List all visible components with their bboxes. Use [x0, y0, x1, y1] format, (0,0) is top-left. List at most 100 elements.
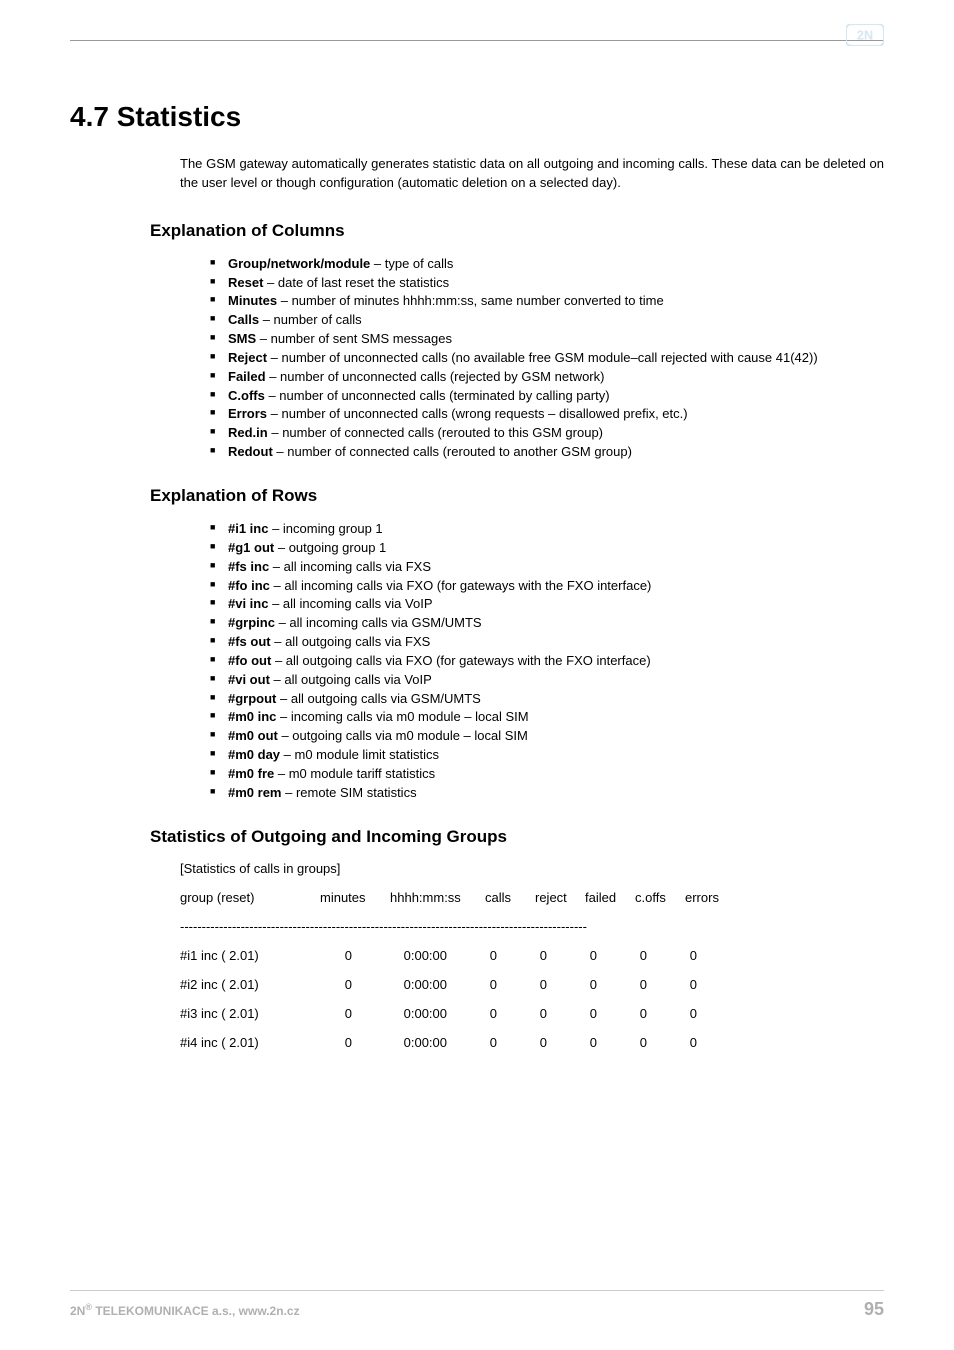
- cell-coffs: 0: [615, 948, 665, 963]
- list-item: #vi inc – all incoming calls via VoIP: [210, 595, 874, 614]
- list-item-term: Failed: [228, 369, 266, 384]
- list-item-desc: – outgoing calls via m0 module – local S…: [278, 728, 528, 743]
- list-item-term: #fs out: [228, 634, 271, 649]
- list-item-term: #m0 day: [228, 747, 280, 762]
- cell-failed: 0: [565, 948, 615, 963]
- list-item-desc: – m0 module tariff statistics: [274, 766, 435, 781]
- list-item-desc: – number of minutes hhhh:mm:ss, same num…: [277, 293, 664, 308]
- list-item-term: C.offs: [228, 388, 265, 403]
- col-failed: failed: [585, 890, 635, 905]
- cell-minutes: 0: [320, 977, 370, 992]
- list-item-term: #m0 rem: [228, 785, 281, 800]
- list-item-desc: – number of unconnected calls (rejected …: [266, 369, 605, 384]
- col-reject: reject: [535, 890, 585, 905]
- list-item: Group/network/module – type of calls: [210, 255, 874, 274]
- list-item-desc: – all outgoing calls via VoIP: [270, 672, 432, 687]
- list-item-desc: – outgoing group 1: [274, 540, 386, 555]
- footer-left: 2N® TELEKOMUNIKACE a.s., www.2n.cz: [70, 1302, 300, 1318]
- list-item: #m0 out – outgoing calls via m0 module –…: [210, 727, 874, 746]
- list-item-term: Reset: [228, 275, 263, 290]
- list-item-term: Red.in: [228, 425, 268, 440]
- list-item: #fo inc – all incoming calls via FXO (fo…: [210, 577, 874, 596]
- list-item-desc: – number of unconnected calls (terminate…: [265, 388, 610, 403]
- cell-minutes: 0: [320, 1035, 370, 1050]
- list-item: Calls – number of calls: [210, 311, 874, 330]
- cell-coffs: 0: [615, 1006, 665, 1021]
- stats-divider: ----------------------------------------…: [180, 919, 884, 934]
- list-item-term: Minutes: [228, 293, 277, 308]
- col-minutes: minutes: [320, 890, 390, 905]
- list-item: #grpinc – all incoming calls via GSM/UMT…: [210, 614, 874, 633]
- col-group: group (reset): [180, 890, 320, 905]
- cell-failed: 0: [565, 977, 615, 992]
- list-item-desc: – number of connected calls (rerouted to…: [268, 425, 603, 440]
- list-item-desc: – all incoming calls via FXS: [269, 559, 431, 574]
- list-item: #m0 rem – remote SIM statistics: [210, 784, 874, 803]
- section-heading-rows: Explanation of Rows: [150, 486, 884, 506]
- cell-errors: 0: [665, 1006, 715, 1021]
- list-item-term: #i1 inc: [228, 521, 268, 536]
- list-item-desc: – date of last reset the statistics: [263, 275, 449, 290]
- list-item: #m0 fre – m0 module tariff statistics: [210, 765, 874, 784]
- cell-minutes: 0: [320, 948, 370, 963]
- list-item-desc: – incoming calls via m0 module – local S…: [276, 709, 528, 724]
- col-coffs: c.offs: [635, 890, 685, 905]
- stats-row: #i4 inc ( 2.01)00:00:0000000: [180, 1035, 884, 1050]
- cell-group: #i2 inc ( 2.01): [180, 977, 320, 992]
- list-item-desc: – all outgoing calls via FXS: [271, 634, 431, 649]
- stats-row: #i2 inc ( 2.01)00:00:0000000: [180, 977, 884, 992]
- list-item-term: #m0 out: [228, 728, 278, 743]
- page-title: 4.7 Statistics: [70, 101, 884, 133]
- cell-errors: 0: [665, 977, 715, 992]
- list-item: #m0 inc – incoming calls via m0 module –…: [210, 708, 874, 727]
- list-item-term: Redout: [228, 444, 273, 459]
- stats-row: #i1 inc ( 2.01)00:00:0000000: [180, 948, 884, 963]
- list-item: Minutes – number of minutes hhhh:mm:ss, …: [210, 292, 874, 311]
- list-item-desc: – m0 module limit statistics: [280, 747, 439, 762]
- cell-group: #i1 inc ( 2.01): [180, 948, 320, 963]
- list-item-term: #fs inc: [228, 559, 269, 574]
- list-item-term: #g1 out: [228, 540, 274, 555]
- page-footer: 2N® TELEKOMUNIKACE a.s., www.2n.cz 95: [70, 1290, 884, 1320]
- cell-minutes: 0: [320, 1006, 370, 1021]
- list-item-term: Errors: [228, 406, 267, 421]
- cell-errors: 0: [665, 1035, 715, 1050]
- cell-coffs: 0: [615, 977, 665, 992]
- list-item: #grpout – all outgoing calls via GSM/UMT…: [210, 690, 874, 709]
- cell-failed: 0: [565, 1035, 615, 1050]
- cell-reject: 0: [515, 1006, 565, 1021]
- stats-header-row: group (reset) minutes hhhh:mm:ss calls r…: [180, 890, 884, 905]
- cell-calls: 0: [465, 977, 515, 992]
- cell-calls: 0: [465, 1035, 515, 1050]
- list-item-term: #m0 fre: [228, 766, 274, 781]
- list-item: #fo out – all outgoing calls via FXO (fo…: [210, 652, 874, 671]
- col-hms: hhhh:mm:ss: [390, 890, 485, 905]
- list-item: #i1 inc – incoming group 1: [210, 520, 874, 539]
- cell-reject: 0: [515, 1035, 565, 1050]
- cell-errors: 0: [665, 948, 715, 963]
- list-item: SMS – number of sent SMS messages: [210, 330, 874, 349]
- list-item: C.offs – number of unconnected calls (te…: [210, 387, 874, 406]
- list-item-term: Calls: [228, 312, 259, 327]
- cell-calls: 0: [465, 948, 515, 963]
- svg-text:2N: 2N: [857, 28, 873, 42]
- list-item-desc: – all incoming calls via VoIP: [268, 596, 432, 611]
- list-item: Reset – date of last reset the statistic…: [210, 274, 874, 293]
- list-item-desc: – number of unconnected calls (no availa…: [267, 350, 818, 365]
- cell-reject: 0: [515, 948, 565, 963]
- list-item-desc: – all outgoing calls via FXO (for gatewa…: [271, 653, 650, 668]
- list-item: #g1 out – outgoing group 1: [210, 539, 874, 558]
- list-item-desc: – all incoming calls via FXO (for gatewa…: [270, 578, 651, 593]
- section-heading-stats: Statistics of Outgoing and Incoming Grou…: [150, 827, 884, 847]
- cell-hms: 0:00:00: [370, 1035, 465, 1050]
- cell-group: #i4 inc ( 2.01): [180, 1035, 320, 1050]
- list-item-term: SMS: [228, 331, 256, 346]
- list-item-term: Reject: [228, 350, 267, 365]
- cell-reject: 0: [515, 977, 565, 992]
- list-item-term: #vi out: [228, 672, 270, 687]
- stats-row: #i3 inc ( 2.01)00:00:0000000: [180, 1006, 884, 1021]
- list-item-desc: – all incoming calls via GSM/UMTS: [275, 615, 482, 630]
- list-item-term: #fo out: [228, 653, 271, 668]
- cell-hms: 0:00:00: [370, 948, 465, 963]
- brand-logo: 2N: [846, 24, 884, 51]
